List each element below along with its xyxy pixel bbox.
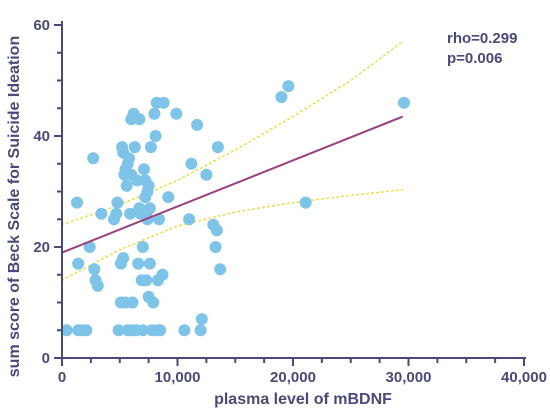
data-point — [124, 207, 137, 220]
data-point — [71, 196, 83, 209]
data-point — [136, 324, 149, 337]
data-point — [299, 196, 312, 209]
x-axis-title: plasma level of mBDNF — [214, 391, 392, 408]
regression-layer — [61, 115, 404, 254]
ci-lower-line — [61, 189, 404, 282]
data-point — [148, 107, 161, 120]
data-point — [200, 168, 213, 181]
data-point — [112, 324, 125, 337]
y-tick-label: 60 — [33, 17, 50, 34]
y-tick-label: 20 — [33, 239, 50, 256]
data-point — [140, 274, 153, 287]
data-point — [397, 96, 410, 109]
data-point — [154, 324, 167, 337]
data-point — [80, 324, 93, 337]
data-point — [87, 152, 100, 165]
data-point — [88, 263, 101, 276]
data-point — [117, 252, 130, 265]
data-point — [149, 130, 162, 142]
x-tick-label: 10,000 — [155, 369, 201, 386]
annotation-layer: rho=0.299 p=0.006 — [447, 30, 517, 67]
data-point — [157, 96, 170, 109]
data-point — [144, 141, 157, 154]
data-point — [185, 157, 198, 170]
ci-upper-line — [61, 40, 404, 226]
axes-layer: 0 20 40 60 0 10,000 20,000 30,000 40,000 plasma l… — [6, 17, 547, 408]
data-point — [91, 279, 104, 292]
data-point — [72, 257, 85, 270]
x-tick-label: 40,000 — [501, 369, 547, 386]
data-point — [195, 313, 208, 326]
data-point — [120, 179, 133, 192]
data-point — [178, 324, 191, 337]
rho-annotation: rho=0.299 — [447, 30, 517, 47]
data-point — [143, 257, 156, 270]
data-point — [275, 91, 288, 104]
data-point — [183, 213, 196, 226]
data-point — [143, 202, 156, 215]
data-point — [83, 241, 96, 253]
data-point — [138, 163, 150, 176]
x-tick-label: 30,000 — [386, 369, 432, 386]
x-tick-label: 20,000 — [270, 369, 316, 386]
data-point — [170, 107, 183, 120]
data-point — [123, 152, 135, 165]
data-point — [126, 296, 139, 309]
data-point — [210, 224, 223, 237]
x-tick-label: 0 — [58, 369, 66, 386]
data-point — [110, 207, 123, 220]
data-point — [209, 241, 222, 253]
data-points-layer — [60, 80, 410, 337]
data-point — [128, 141, 141, 154]
data-point — [132, 257, 145, 270]
data-point — [153, 213, 165, 226]
data-point — [211, 141, 224, 154]
data-point — [191, 118, 204, 131]
data-point — [162, 191, 175, 204]
data-point — [133, 113, 146, 126]
data-point — [214, 263, 227, 276]
data-point — [142, 179, 155, 192]
data-point — [111, 196, 124, 209]
data-point — [194, 324, 207, 337]
data-point — [60, 324, 73, 337]
data-point — [156, 268, 169, 281]
regression-line — [61, 115, 404, 254]
y-axis-title: sum score of Beck Scale for Suicide Idea… — [6, 36, 23, 377]
data-point — [136, 241, 149, 253]
p-value-annotation: p=0.006 — [447, 50, 502, 67]
confidence-interval-layer — [61, 40, 404, 282]
y-tick-label: 0 — [42, 350, 50, 367]
y-tick-label: 40 — [33, 128, 50, 145]
data-point — [147, 296, 160, 309]
data-point — [282, 80, 295, 93]
data-point — [95, 207, 108, 220]
